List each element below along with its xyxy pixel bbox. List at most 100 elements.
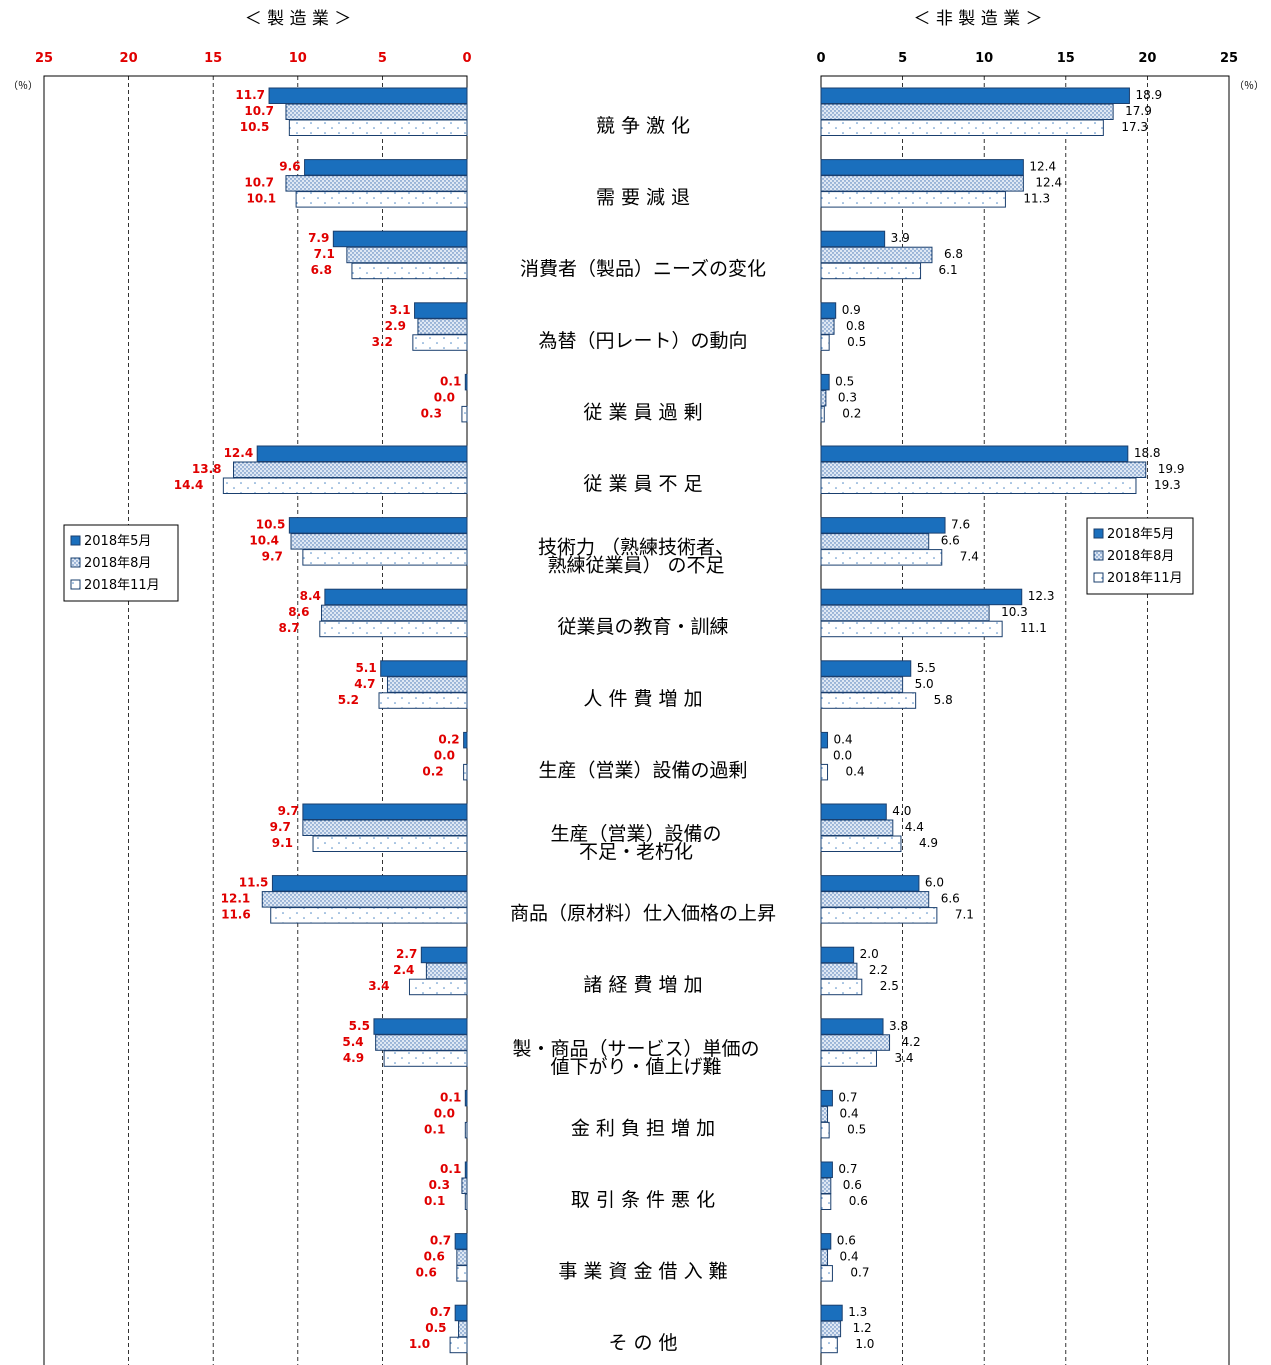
non-manufacturing-bar (820, 1121, 830, 1139)
manufacturing-bar (285, 103, 468, 120)
non-manufacturing-value-label: 0.4 (834, 732, 853, 746)
manufacturing-value-label: 9.7 (270, 820, 291, 834)
manufacturing-value-label: 8.4 (300, 589, 321, 603)
manufacturing-bar (375, 1034, 468, 1051)
non-manufacturing-value-label: 0.6 (849, 1194, 868, 1208)
manufacturing-bar (458, 1320, 468, 1338)
non-manufacturing-value-label: 11.3 (1023, 192, 1050, 206)
manufacturing-value-label: 0.1 (440, 1162, 461, 1176)
non-manufacturing-bar (820, 731, 829, 749)
non-manufacturing-value-label: 7.1 (955, 908, 974, 922)
non-manufacturing-bar (820, 1161, 833, 1178)
manufacturing-bar (425, 962, 468, 980)
category-label-line2: 熟練従業員） の不足 (547, 555, 724, 577)
non-manufacturing-value-label: 10.3 (1001, 605, 1028, 619)
non-manufacturing-bar (820, 1105, 829, 1123)
non-manufacturing-bar (820, 175, 1024, 192)
manufacturing-value-label: 2.4 (393, 963, 414, 977)
non-manufacturing-value-label: 6.6 (941, 892, 960, 906)
manufacturing-bar (464, 373, 468, 391)
manufacturing-bar (288, 517, 468, 534)
non-manufacturing-value-label: 0.4 (840, 1106, 859, 1120)
category-label: 生産（営業）設備の過剰 (538, 759, 747, 781)
non-manufacturing-bar (820, 230, 886, 248)
non-manufacturing-value-label: 4.0 (892, 804, 911, 818)
manufacturing-value-label: 11.6 (221, 908, 251, 922)
manufacturing-value-label: 13.8 (192, 462, 222, 476)
category-label: 為替（円レート）の動向 (538, 330, 747, 352)
non-manufacturing-value-label: 19.9 (1158, 462, 1185, 476)
manufacturing-value-label: 0.0 (434, 1106, 455, 1120)
manufacturing-bar (312, 835, 468, 852)
non-manufacturing-bar (820, 318, 835, 335)
manufacturing-value-label: 0.2 (422, 764, 443, 778)
non-manufacturing-bar (820, 477, 1137, 494)
right-unit-label: （％） (1234, 80, 1264, 92)
manufacturing-bar (302, 549, 468, 566)
manufacturing-value-label: 0.1 (440, 374, 461, 388)
left-x-tick-label: 0 (462, 51, 471, 66)
manufacturing-bar (295, 191, 468, 208)
non-manufacturing-value-label: 0.3 (838, 390, 857, 404)
non-manufacturing-bar (820, 1233, 832, 1250)
non-manufacturing-bar (820, 1089, 833, 1107)
non-manufacturing-bar (820, 835, 902, 852)
non-manufacturing-value-label: 0.4 (846, 764, 865, 778)
left-x-tick-label: 15 (204, 51, 222, 66)
non-manufacturing-bar (820, 978, 863, 996)
non-manufacturing-value-label: 0.5 (847, 1122, 866, 1136)
manufacturing-value-label: 9.1 (272, 836, 293, 850)
legend-entry: 2018年8月 (1107, 549, 1174, 564)
non-manufacturing-bar (820, 907, 938, 924)
non-manufacturing-value-label: 0.7 (838, 1090, 857, 1104)
manufacturing-value-label: 11.5 (239, 876, 269, 890)
manufacturing-bar (383, 1050, 468, 1067)
non-manufacturing-bar (820, 549, 943, 566)
manufacturing-value-label: 2.9 (385, 319, 406, 333)
non-manufacturing-bar (820, 389, 827, 407)
non-manufacturing-value-label: 17.9 (1125, 104, 1152, 118)
category-label: 商品（原材料）仕入価格の上昇 (510, 903, 776, 925)
non-manufacturing-bar (820, 1193, 832, 1210)
manufacturing-value-label: 7.9 (308, 231, 329, 245)
non-manufacturing-value-label: 0.2 (842, 406, 861, 420)
manufacturing-value-label: 12.4 (224, 446, 254, 460)
non-manufacturing-bar (820, 445, 1129, 462)
manufacturing-value-label: 10.4 (249, 534, 279, 548)
non-manufacturing-value-label: 6.6 (941, 534, 960, 548)
non-manufacturing-bar (820, 1304, 843, 1322)
non-manufacturing-bar (820, 87, 1130, 104)
manufacturing-value-label: 8.7 (279, 621, 300, 635)
non-manufacturing-bar (820, 461, 1147, 478)
manufacturing-bar (271, 875, 468, 892)
non-manufacturing-value-label: 0.6 (837, 1234, 856, 1248)
manufacturing-value-label: 2.7 (396, 947, 417, 961)
left-x-tick-label: 5 (378, 51, 387, 66)
non-manufacturing-value-label: 7.4 (960, 550, 979, 564)
right-x-tick-label: 20 (1138, 51, 1156, 66)
non-manufacturing-value-label: 4.9 (919, 836, 938, 850)
right-x-tick-label: 5 (898, 51, 907, 66)
category-label: 技術力 （熟練技術者、 (538, 537, 734, 559)
manufacturing-value-label: 9.7 (262, 550, 283, 564)
manufacturing-value-label: 3.1 (389, 303, 410, 317)
manufacturing-bar (261, 891, 468, 908)
manufacturing-bar (324, 588, 468, 606)
category-label: 競 争 激 化 (596, 115, 690, 137)
non-manufacturing-value-label: 0.5 (847, 335, 866, 349)
non-manufacturing-value-label: 12.4 (1029, 160, 1056, 174)
non-manufacturing-value-label: 1.2 (853, 1321, 872, 1335)
manufacturing-bar (233, 461, 468, 478)
manufacturing-bar (304, 159, 468, 176)
manufacturing-bar (373, 1018, 468, 1035)
manufacturing-bar (463, 763, 468, 781)
non-manufacturing-value-label: 2.0 (860, 947, 879, 961)
manufacturing-value-label: 9.7 (278, 804, 299, 818)
legend-swatch (1093, 572, 1104, 583)
manufacturing-value-label: 0.3 (429, 1178, 450, 1192)
manufacturing-bar (461, 1177, 468, 1194)
manufacturing-value-label: 4.7 (354, 677, 375, 691)
legend-swatch (1093, 528, 1104, 539)
non-manufacturing-bar (820, 533, 930, 550)
manufacturing-bar (288, 119, 468, 136)
